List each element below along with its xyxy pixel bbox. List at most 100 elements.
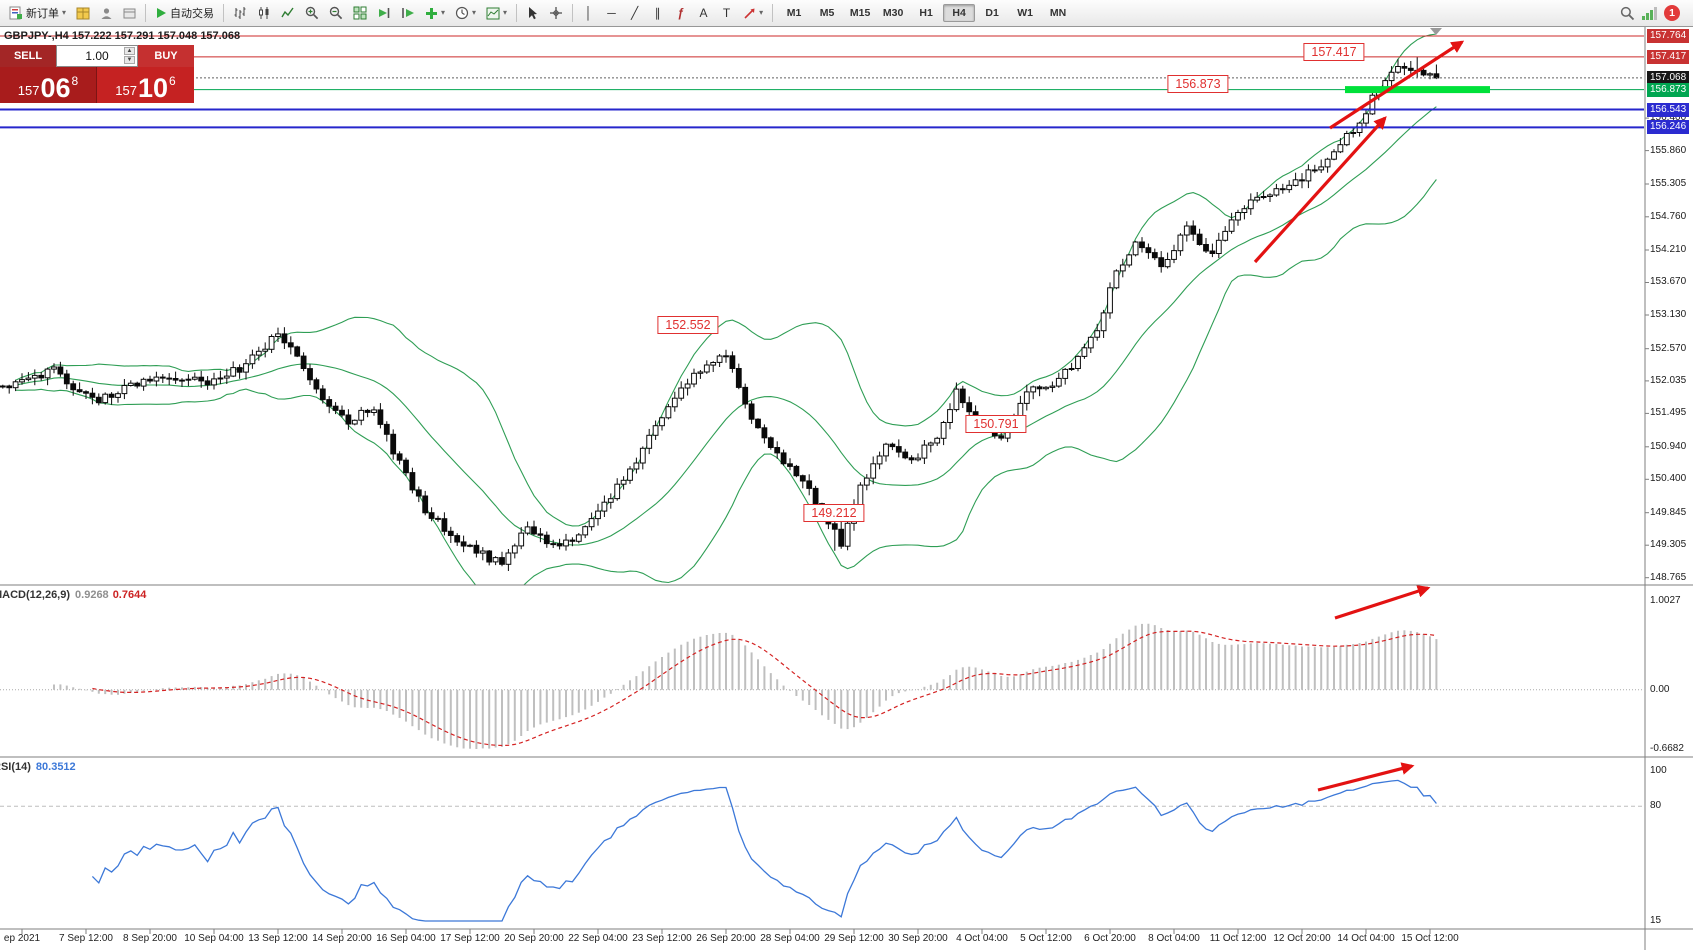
price-tick-label: 148.765 [1650, 571, 1687, 583]
vertical-line-tool[interactable]: │ [578, 1, 599, 26]
channel-icon: ∥ [654, 6, 661, 20]
price-annotation-box[interactable]: 149.212 [803, 504, 865, 522]
new-order-button[interactable]: 新订单 ▾ [5, 1, 70, 26]
zoom-in-button[interactable] [301, 1, 323, 26]
data-window-button[interactable] [119, 1, 140, 26]
caret-down-icon: ▾ [759, 8, 764, 17]
crosshair-icon [550, 7, 563, 19]
timeframe-h1[interactable]: H1 [919, 7, 933, 19]
price-level-label: 156.873 [1647, 82, 1690, 97]
text-tool-icon: A [699, 6, 708, 20]
vertical-line-icon: │ [584, 6, 593, 20]
trendline-icon: ╱ [630, 6, 639, 20]
zoom-in-icon [305, 6, 319, 20]
volume-spinner[interactable]: ▲ ▼ [124, 47, 135, 64]
timeframe-m1[interactable]: M1 [786, 7, 802, 19]
macd-indicator-label: MACD(12,26,9) 0.9268 0.7644 [0, 589, 146, 601]
fibonacci-tool[interactable]: ƒ [670, 1, 691, 26]
trendline-tool[interactable]: ╱ [624, 1, 645, 26]
timeframe-h4[interactable]: H4 [943, 4, 976, 22]
caret-down-icon: ▾ [503, 8, 508, 17]
indicators-button[interactable]: ▾ [421, 1, 449, 26]
price-tick-label: 152.035 [1650, 374, 1687, 386]
time-axis-label: 29 Sep 12:00 [824, 933, 884, 944]
toolbar-separator [572, 4, 574, 22]
bar-chart-button[interactable] [229, 1, 251, 26]
toolbar-separator [772, 4, 774, 22]
time-axis-label: 16 Sep 04:00 [376, 933, 436, 944]
time-axis-label: 11 Oct 12:00 [1209, 933, 1267, 944]
price-annotation-box[interactable]: 157.417 [1303, 43, 1365, 61]
time-axis-label: 10 Sep 04:00 [184, 933, 244, 944]
text-tool[interactable]: A [693, 1, 714, 26]
auto-trading-button[interactable]: 自动交易 [151, 1, 218, 26]
price-annotation-box[interactable]: 156.873 [1167, 75, 1229, 93]
macd-axis-label: 1.0027 [1650, 595, 1681, 606]
sell-price[interactable]: 157 06 8 [0, 67, 97, 103]
sell-price-sup: 8 [71, 74, 79, 88]
caret-down-icon: ▾ [472, 8, 477, 17]
time-axis-label: ep 2021 [3, 933, 41, 944]
label-tool-icon: T [722, 6, 731, 20]
auto-scroll-button[interactable] [373, 1, 395, 26]
sell-button[interactable]: SELL [0, 45, 56, 67]
price-level-label: 156.246 [1647, 120, 1690, 135]
line-chart-button[interactable] [277, 1, 299, 26]
cursor-button[interactable] [522, 1, 543, 26]
volume-input[interactable]: 1.00 ▲ ▼ [56, 45, 138, 67]
timeframe-d1[interactable]: D1 [985, 7, 999, 19]
timeframe-m15[interactable]: M15 [849, 7, 871, 19]
horizontal-line-icon: ─ [607, 6, 616, 20]
horizontal-line-tool[interactable]: ─ [601, 1, 622, 26]
price-annotation-box[interactable]: 152.552 [657, 316, 719, 334]
fibonacci-icon: ƒ [677, 6, 684, 20]
macd-axis-label: 0.00 [1650, 683, 1670, 695]
charts-profile-button[interactable] [72, 1, 94, 26]
template-icon [486, 7, 500, 19]
time-axis-label: 12 Oct 20:00 [1273, 933, 1331, 944]
crosshair-button[interactable] [545, 1, 567, 26]
price-annotation-box[interactable]: 150.791 [965, 415, 1027, 433]
timeframe-m5[interactable]: M5 [819, 7, 835, 19]
market-watch-button[interactable] [96, 1, 117, 26]
search-icon[interactable] [1620, 6, 1635, 21]
time-axis-label: 22 Sep 04:00 [568, 933, 628, 944]
volume-increase-icon[interactable]: ▲ [124, 47, 135, 55]
price-tick-label: 149.305 [1650, 539, 1687, 551]
arrows-tool[interactable]: ▾ [739, 1, 767, 26]
label-tool[interactable]: T [716, 1, 737, 26]
templates-button[interactable]: ▾ [482, 1, 511, 26]
price-tick-label: 152.570 [1650, 342, 1687, 354]
auto-scroll-icon [379, 8, 390, 18]
clock-icon [455, 6, 469, 20]
time-axis-label: 4 Oct 04:00 [956, 933, 1008, 944]
macd-name: MACD(12,26,9) [0, 589, 71, 601]
volume-decrease-icon[interactable]: ▼ [124, 56, 135, 64]
time-axis-label: 14 Sep 20:00 [312, 933, 372, 944]
periods-button[interactable]: ▾ [451, 1, 480, 26]
timeframe-mn[interactable]: MN [1049, 7, 1067, 19]
buy-price[interactable]: 157 10 6 [97, 67, 194, 103]
toolbar-separator [223, 4, 225, 22]
price-tick-label: 151.495 [1650, 407, 1687, 419]
timeframe-w1[interactable]: W1 [1017, 7, 1033, 19]
chart-shift-button[interactable] [397, 1, 419, 26]
connection-status-icon [1642, 6, 1657, 20]
candlestick-chart-button[interactable] [253, 1, 275, 26]
tile-windows-button[interactable] [349, 1, 371, 26]
price-tick-label: 156.400 [1650, 112, 1687, 124]
time-axis-label: 5 Oct 12:00 [1020, 933, 1072, 944]
channel-tool[interactable]: ∥ [647, 1, 668, 26]
price-tick-label: 150.940 [1650, 440, 1687, 452]
toolbar-right-group: 1 [1620, 5, 1688, 21]
buy-button[interactable]: BUY [138, 45, 194, 67]
toolbar: 新订单 ▾ 自动交易 [0, 0, 1693, 27]
zoom-out-button[interactable] [325, 1, 347, 26]
toolbar-separator [516, 4, 518, 22]
price-level-label: 157.764 [1647, 29, 1690, 43]
price-level-label: 157.417 [1647, 49, 1690, 64]
timeframe-m30[interactable]: M30 [882, 7, 904, 19]
notification-badge[interactable]: 1 [1664, 5, 1680, 21]
